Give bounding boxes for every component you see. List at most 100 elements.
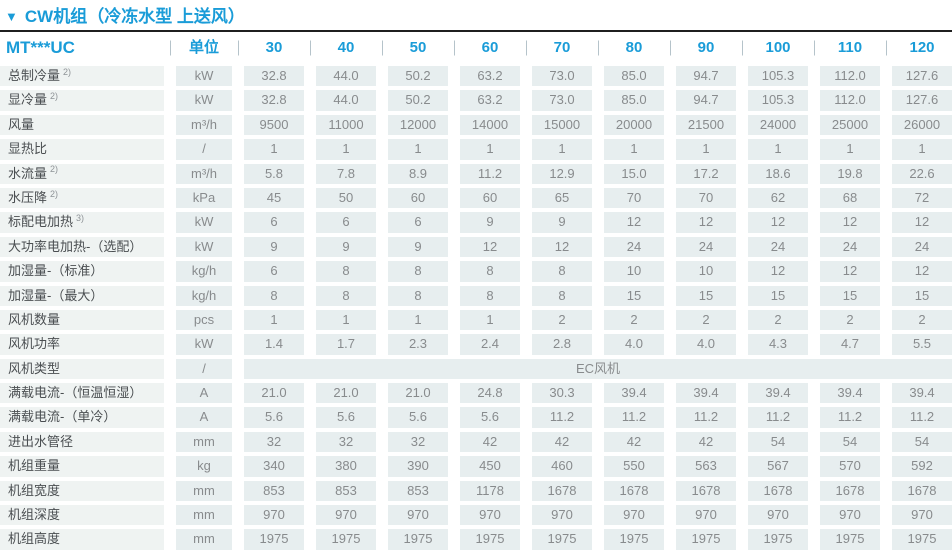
value-cell: 6 [388,212,448,233]
value-cell: 550 [604,456,664,477]
value-cell: 9 [244,236,304,258]
value-cell: 2 [532,309,592,331]
value-cell: 32 [388,431,448,453]
value-cell: 970 [244,505,304,526]
value-cell: 54 [820,431,880,453]
capacity-column-header: 80 [604,32,664,63]
table-row: 水流量 2) m³/h 5.8 7.8 8.9 11.2 12.9 15.0 17.2 18.6 19… [0,163,952,184]
row-label: 风机数量 [0,309,164,331]
value-cell: 8 [460,285,520,306]
value-cell: 970 [820,505,880,526]
value-cell: 2.4 [460,334,520,355]
footnote-ref: 2) [50,91,59,102]
footnote-ref: 3) [76,213,85,224]
value-cell: 1178 [460,480,520,502]
row-label: 标配电加热 3) [0,212,164,233]
value-cell: 1678 [748,480,808,502]
value-cell: 24 [820,236,880,258]
value-cell: 85.0 [604,66,664,87]
row-label: 加湿量-（标准） [0,261,164,282]
value-cell: 1.7 [316,334,376,355]
value-cell: 21.0 [244,383,304,404]
section-title: CW机组（冷冻水型 上送风） [24,7,245,26]
value-cell: 8 [460,261,520,282]
value-cell: 24 [676,236,736,258]
value-cell: 1678 [604,480,664,502]
row-label: 机组重量 [0,456,164,477]
capacity-column-header: 60 [460,32,520,63]
value-cell: 12 [676,212,736,233]
value-cell: 5.6 [388,407,448,428]
row-label: 机组高度 [0,529,164,550]
table-row: 风机功率 kW 1.4 1.7 2.3 2.4 2.8 4.0 4.0 4.3 4.7 5.5 [0,334,952,355]
value-cell: 24 [604,236,664,258]
value-cell: 1 [604,139,664,160]
table-row: 显冷量 2) kW 32.8 44.0 50.2 63.2 73.0 85.0 94.7 105.3… [0,90,952,111]
value-cell: 12 [532,236,592,258]
value-cell: 853 [316,480,376,502]
row-unit: mm [176,529,232,550]
value-cell: 853 [244,480,304,502]
value-cell: 105.3 [748,66,808,87]
section-title-bar: ▼ CW机组（冷冻水型 上送风） [0,0,952,32]
value-cell: 563 [676,456,736,477]
row-unit: m³/h [176,163,232,184]
row-unit: kW [176,334,232,355]
value-cell: 5.6 [316,407,376,428]
value-cell: 12000 [388,114,448,136]
row-unit: kW [176,66,232,87]
value-cell: 11.2 [532,407,592,428]
value-cell: 17.2 [676,163,736,184]
value-cell: 24 [892,236,952,258]
value-cell: 2 [820,309,880,331]
value-cell: 73.0 [532,66,592,87]
row-unit: mm [176,480,232,502]
value-cell: 15 [748,285,808,306]
row-label: 进出水管径 [0,431,164,453]
value-cell: 11000 [316,114,376,136]
value-cell: 44.0 [316,66,376,87]
value-cell: 12 [748,212,808,233]
value-cell: 32.8 [244,66,304,87]
value-cell: 42 [676,431,736,453]
value-cell: 19.8 [820,163,880,184]
value-cell: 1678 [892,480,952,502]
value-cell: 1 [244,139,304,160]
value-cell: 853 [388,480,448,502]
value-cell: 26000 [892,114,952,136]
value-cell: 62 [748,187,808,209]
value-cell: 1 [676,139,736,160]
row-label: 机组宽度 [0,480,164,502]
row-label: 总制冷量 2) [0,66,164,87]
value-cell: 1975 [748,529,808,550]
value-cell: 42 [460,431,520,453]
value-cell: 1975 [460,529,520,550]
value-cell: 1 [316,139,376,160]
value-cell: 60 [460,187,520,209]
value-cell: 9 [388,236,448,258]
row-unit: m³/h [176,114,232,136]
row-label: 加湿量-（最大） [0,285,164,306]
merged-value-cell: EC风机 [244,358,952,380]
value-cell: 11.2 [460,163,520,184]
value-cell: 460 [532,456,592,477]
value-cell: 50.2 [388,66,448,87]
value-cell: 94.7 [676,66,736,87]
table-row: 加湿量-（最大） kg/h 8 8 8 8 8 15 15 15 15 15 [0,285,952,306]
value-cell: 1975 [604,529,664,550]
row-label: 水流量 2) [0,163,164,184]
table-row: 风机类型 / EC风机 [0,358,952,380]
value-cell: 8 [532,285,592,306]
value-cell: 72 [892,187,952,209]
row-label: 满载电流-（恒温恒湿） [0,383,164,404]
value-cell: 970 [892,505,952,526]
capacity-column-header: 110 [820,32,880,63]
row-label: 满载电流-（单冷） [0,407,164,428]
value-cell: 2 [892,309,952,331]
value-cell: 970 [388,505,448,526]
value-cell: 450 [460,456,520,477]
value-cell: 85.0 [604,90,664,111]
table-row: 机组重量 kg 340 380 390 450 460 550 563 567 570 592 [0,456,952,477]
value-cell: 50.2 [388,90,448,111]
